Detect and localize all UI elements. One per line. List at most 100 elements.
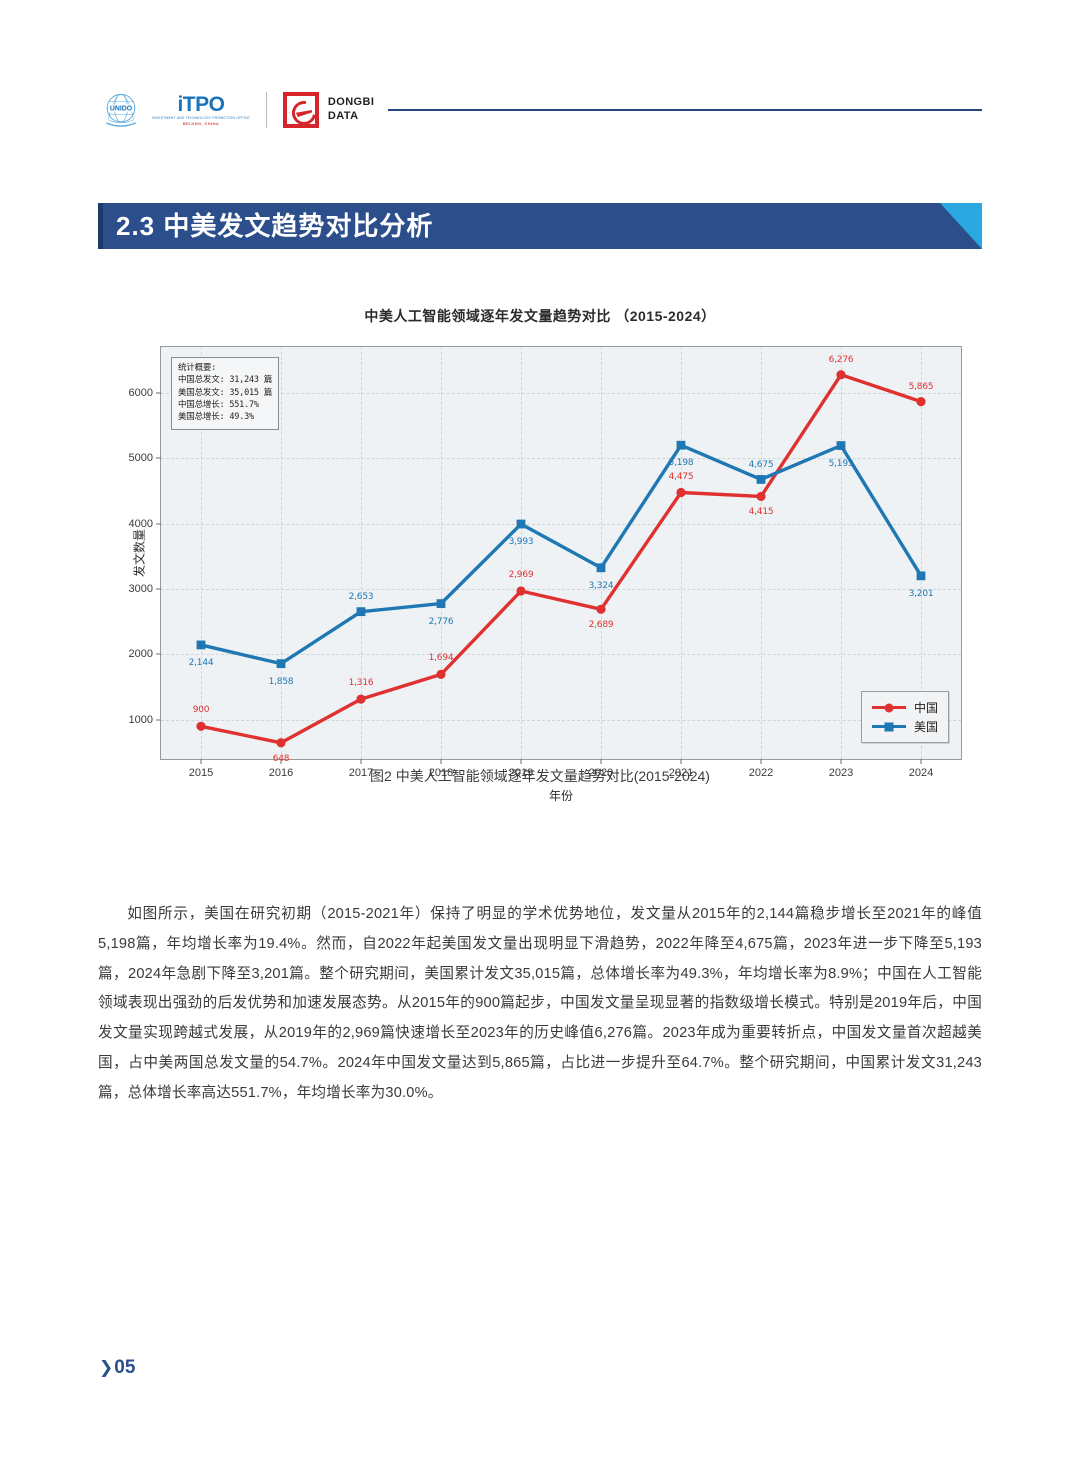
chart-gridline-vertical [681,347,682,759]
chart-data-point [356,607,366,617]
legend-label-usa: 美国 [913,720,938,734]
chart-gridline-vertical [441,347,442,759]
legend-swatch-china [871,703,906,712]
itpo-wordmark: iTPO [177,92,225,116]
chart-x-tick-label: 2022 [748,767,774,779]
stats-box-title: 统计概要: [178,363,217,373]
chart-point-label: 5,193 [828,458,854,469]
itpo-subtitle: INVESTMENT AND TECHNOLOGY PROMOTION OFFI… [152,115,250,120]
chart-x-tick-label: 2015 [188,767,214,779]
svg-text:UNIDO: UNIDO [110,105,133,112]
chart-x-tick-label: 2019 [508,767,534,779]
chart-y-tick-mark [156,392,161,394]
chart-y-tick-label: 2000 [128,648,153,661]
chart-data-point [196,721,206,731]
chart-y-tick-mark [156,457,161,459]
chart-point-label: 5,865 [908,381,934,392]
chart-point-label: 4,475 [668,471,694,482]
body-paragraph: 如图所示，美国在研究初期（2015-2021年）保持了明显的学术优势地位，发文量… [98,906,982,1101]
chart-data-point [596,604,606,614]
chart-x-tick-mark [520,759,522,764]
legend-label-china: 中国 [913,701,938,715]
chart-line-usa [199,443,923,666]
chart-x-tick-label: 2023 [828,767,854,779]
chart-x-tick-label: 2018 [428,767,454,779]
chart-point-label: 2,969 [508,569,534,580]
chart-point-label: 648 [272,753,290,764]
header-divider [265,92,267,128]
chart-y-tick-label: 6000 [128,386,153,399]
chart-x-tick-mark [360,759,362,764]
legend-entry-usa: 美国 [871,717,938,736]
chart-point-label: 3,201 [908,588,934,599]
dongbi-line-2: DATA [327,110,359,122]
chart-x-tick-mark [760,759,762,764]
chart-gridline-vertical [921,347,922,759]
chart-data-point [516,519,526,529]
chart-y-tick-label: 3000 [128,582,153,595]
chart-point-label: 4,675 [748,460,774,471]
chart-x-tick-mark [200,759,202,764]
chart-data-point [916,397,926,407]
chart-gridline-horizontal [161,588,961,590]
chart-x-tick-label: 2024 [908,767,934,779]
section-title-bar: 2.3 中美发文趋势对比分析 [98,203,982,249]
page-title: 2.3 中美发文趋势对比分析 [116,211,434,241]
chart-point-label: 2,653 [348,591,374,602]
chart-data-point [196,640,206,650]
chart-data-point [676,487,686,498]
chart-x-tick-label: 2016 [268,767,294,779]
figure-container: 中美人工智能领域逐年发文量趋势对比 （2015-2024） 统计概要: 中国总发… [98,292,982,812]
chart-data-point [276,738,286,748]
chart-gridline-vertical [361,347,362,759]
chevron-right-icon: ❯ [99,1358,114,1377]
chart-line-china [199,373,923,745]
dongbi-wordmark: DONGBI DATA [328,96,374,124]
chart-y-tick-mark [156,523,161,525]
itpo-location: BEIJING, CHINA [182,121,220,127]
chart-x-tick-label: 2021 [668,767,694,779]
chart-gridline-vertical [521,347,522,759]
stats-box-row: 中国总发文: 31,243 篇 [178,375,273,386]
chart-x-axis-label: 年份 [548,789,574,803]
chart-data-point [436,669,446,679]
chart-x-tick-label: 2017 [348,767,374,779]
page-header: UNIDO iTPO INVESTMENT AND TECHNOLOGY PRO… [98,84,982,136]
chart-x-tick-mark [280,759,282,764]
chart-y-axis-label: 发文数量 [132,528,147,578]
page-number: 05 [114,1357,136,1378]
chart-y-tick-mark [156,588,161,590]
chart-legend: 中国 美国 [860,691,949,743]
chart-point-label: 4,415 [748,507,774,518]
legend-swatch-usa [871,722,906,731]
dongbi-mark-icon [282,92,319,128]
chart-data-point [516,586,526,596]
chart-y-tick-label: 1000 [128,713,153,726]
stats-box-row: 美国总发文: 35,015 篇 [178,387,273,398]
chart-x-tick-mark [920,759,922,764]
chart-x-tick-mark [440,759,442,764]
chart-data-point [356,694,366,704]
chart-point-label: 3,993 [508,537,534,548]
chart-point-label: 3,324 [588,580,614,591]
chart-point-label: 900 [192,705,210,716]
chart-point-label: 6,276 [828,354,854,365]
chart-x-tick-mark [840,759,842,764]
chart-data-point [916,571,926,581]
chart-series-canvas [196,370,926,748]
chart-point-label: 1,858 [268,676,294,687]
chart-gridline-horizontal [161,458,961,460]
chart-data-point [756,475,766,484]
chart-point-label: 1,316 [348,678,374,689]
chart-data-point [836,370,846,380]
chart-x-tick-mark [680,759,682,764]
chart-gridline-vertical [601,347,602,759]
section-bar-left-edge [98,203,103,249]
chart-y-tick-mark [156,653,161,655]
chart-point-label: 5,198 [668,458,694,469]
chart-gridline-horizontal [161,392,961,394]
legend-entry-china: 中国 [871,698,938,717]
dongbi-logo: DONGBI DATA [282,92,374,128]
chart-y-tick-label: 4000 [128,517,153,530]
chart-gridline-horizontal [161,654,961,656]
